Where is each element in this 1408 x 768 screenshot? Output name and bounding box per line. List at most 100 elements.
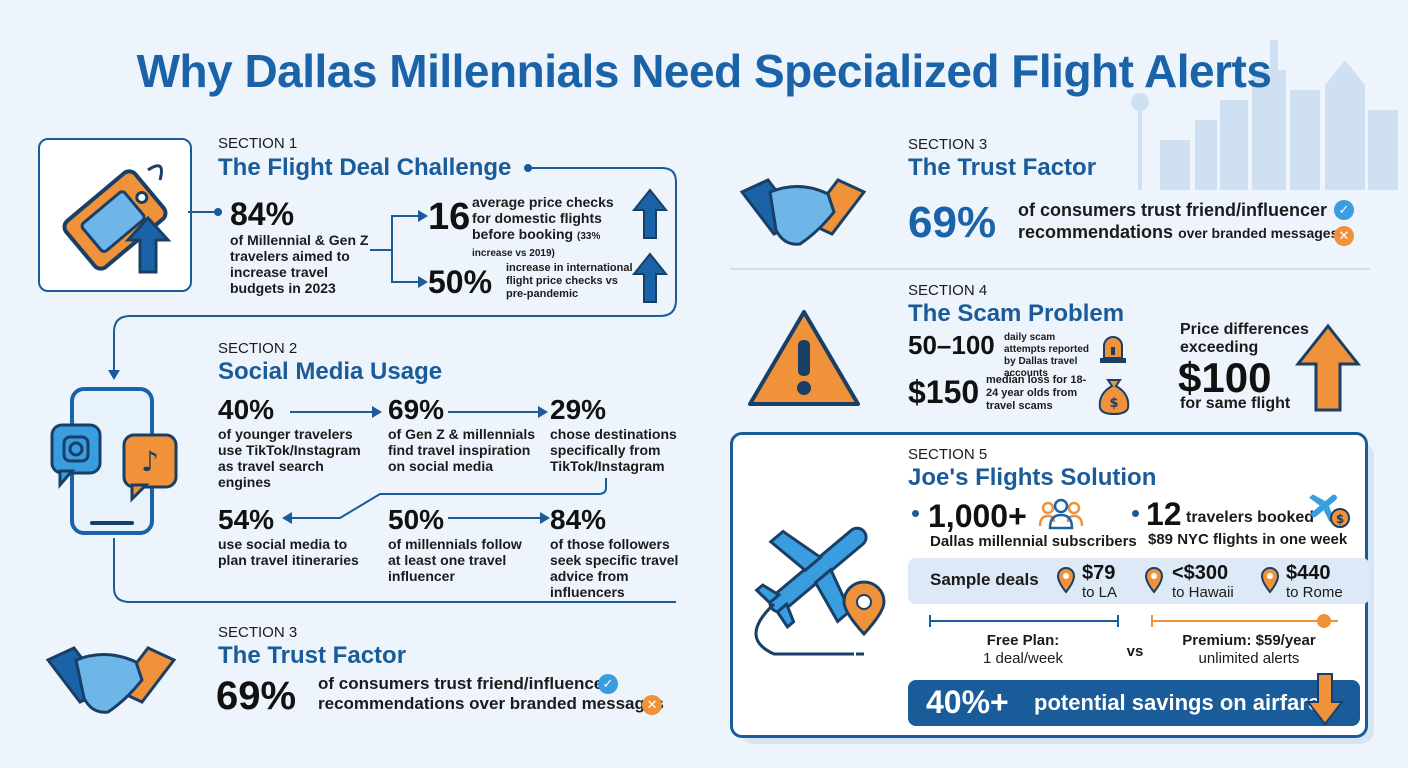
section5-heading: Joe's Flights Solution — [908, 464, 1157, 491]
section2-heading: Social Media Usage — [218, 358, 443, 385]
booked-value: 12 — [1146, 496, 1182, 532]
savings-text: potential savings on airfare — [1034, 690, 1321, 715]
handshake-icon — [739, 178, 867, 246]
section3-line1: of consumers trust friend/influencer — [318, 674, 610, 693]
social-stat-text: of younger travelers use TikTok/Instagra… — [218, 426, 361, 490]
subscribers-value: 1,000+ — [928, 498, 1027, 534]
scam-loss-value: $150 — [908, 374, 980, 410]
section3-line2: recommendations over branded messages — [318, 694, 664, 713]
check-icon: ✓ — [598, 674, 618, 694]
deal-price: <$300 — [1172, 562, 1229, 584]
svg-text:$: $ — [1336, 512, 1344, 526]
price-diff-line2: exceeding — [1180, 339, 1259, 356]
booked-text1: travelers booked — [1186, 509, 1315, 526]
section3-right-line2: recommendations over branded messages — [1018, 222, 1339, 242]
cross-icon: ✕ — [1334, 226, 1354, 246]
section1-stat-value: 84% — [230, 196, 295, 232]
section1-intl-value: 50% — [428, 264, 493, 300]
social-stat-value: 29% — [550, 394, 607, 425]
sample-deals-strip — [908, 558, 1370, 604]
section3-value: 69% — [216, 674, 297, 718]
section1-label: SECTION 1 — [218, 135, 298, 152]
warning-triangle-icon — [748, 310, 860, 406]
page-title: Why Dallas Millennials Need Specialized … — [136, 45, 1272, 97]
location-pin-icon — [1260, 567, 1280, 594]
plan-comparison-bars — [929, 614, 1338, 628]
alarm-siren-icon — [1100, 336, 1126, 363]
up-arrow-icon — [631, 252, 669, 303]
scam-attempts-value: 50–100 — [908, 330, 995, 360]
social-stat-value: 50% — [388, 504, 445, 535]
phone-social-apps-icon: ♪ — [50, 387, 178, 535]
up-arrow-icon — [1294, 323, 1362, 412]
subscribers-text: Dallas millennial subscribers — [930, 533, 1137, 550]
free-plan-title: Free Plan: — [986, 632, 1060, 649]
free-plan-detail: 1 deal/week — [982, 650, 1064, 667]
social-stat-value: 54% — [218, 504, 275, 535]
section1-checks-value: 16 — [428, 196, 471, 238]
deal-price: $79 — [1082, 562, 1116, 584]
price-diff-line1: Price differences — [1180, 321, 1309, 338]
divider — [730, 268, 1370, 270]
svg-text:♪: ♪ — [141, 445, 159, 478]
savings-banner — [908, 680, 1360, 726]
social-stat-text: chose destinations specifically from Tik… — [550, 426, 677, 474]
section1-checks-text-main: average price checks for domestic flight… — [472, 194, 614, 242]
location-pin-icon — [1056, 567, 1076, 594]
price-tag-icon-box — [38, 138, 192, 292]
section3-heading: The Trust Factor — [218, 642, 407, 669]
section4-label: SECTION 4 — [908, 282, 988, 299]
section2-label: SECTION 2 — [218, 340, 298, 357]
up-arrow-icon — [631, 188, 669, 239]
section3-right-line1: of consumers trust friend/influencer — [1018, 200, 1328, 220]
plane-dollar-icon: $ — [1309, 494, 1350, 528]
savings-value: 40%+ — [926, 684, 1009, 720]
users-group-icon — [1038, 498, 1084, 530]
social-stat-text: of Gen Z & millennials find travel inspi… — [388, 426, 536, 474]
social-stat-text: of those followers seek specific travel … — [550, 536, 679, 600]
scam-loss-text: median loss for 18-24 year olds from tra… — [986, 374, 1087, 412]
section1-heading: The Flight Deal Challenge — [218, 154, 512, 181]
over-branded-text: over branded messages — [1178, 225, 1339, 241]
free-plan: Free Plan: 1 deal/week — [948, 632, 1098, 668]
section3-right-heading: The Trust Factor — [908, 154, 1097, 181]
location-pin-icon — [1144, 567, 1164, 594]
vs-label: vs — [1126, 643, 1144, 660]
check-icon: ✓ — [1334, 200, 1354, 220]
deal-destination: to Rome — [1286, 584, 1343, 601]
airplane-icon — [754, 526, 886, 656]
cross-icon: ✕ — [642, 695, 662, 715]
section3-label: SECTION 3 — [218, 624, 298, 641]
social-stat-value: 84% — [550, 504, 607, 535]
premium-plan-detail: unlimited alerts — [1198, 650, 1300, 667]
scam-attempts-text: daily scam attempts reported by Dallas t… — [1004, 332, 1090, 379]
section1-stat-text: of Millennial & Gen Z travelers aimed to… — [230, 232, 369, 296]
section1-intl-text: increase in international flight price c… — [506, 262, 633, 300]
price-diff-line3: for same flight — [1180, 395, 1291, 412]
deal-destination: to LA — [1082, 584, 1118, 601]
social-stat-value: 40% — [218, 394, 275, 425]
section3-right-value: 69% — [908, 198, 997, 247]
dallas-skyline-illustration — [1131, 40, 1398, 190]
section3-right-label: SECTION 3 — [908, 136, 988, 153]
handshake-icon — [45, 646, 177, 714]
down-arrow-icon — [1305, 673, 1345, 726]
price-diff-value: $100 — [1178, 354, 1272, 401]
section1-checks-text: average price checks for domestic flight… — [472, 194, 632, 260]
social-stat-text: use social media to plan travel itinerar… — [218, 536, 359, 568]
deal-destination: to Hawaii — [1172, 584, 1234, 601]
sample-deals-label: Sample deals — [930, 570, 1039, 589]
premium-plan: Premium: $59/year unlimited alerts — [1164, 632, 1334, 668]
recommendations-text: recommendations — [1018, 222, 1174, 242]
bullet — [912, 510, 919, 517]
section5-label: SECTION 5 — [908, 446, 988, 463]
booked-text2: $89 NYC flights in one week — [1148, 531, 1348, 548]
social-stat-text: of millennials follow at least one trave… — [388, 536, 522, 584]
section1-checks-note: (33% increase vs 2019) — [472, 231, 601, 259]
money-bag-icon: $ — [1098, 379, 1130, 416]
section4-heading: The Scam Problem — [908, 300, 1125, 327]
premium-plan-title: Premium: $59/year — [1182, 632, 1316, 649]
svg-text:$: $ — [1109, 396, 1118, 411]
price-tag-up-icon — [62, 164, 172, 274]
